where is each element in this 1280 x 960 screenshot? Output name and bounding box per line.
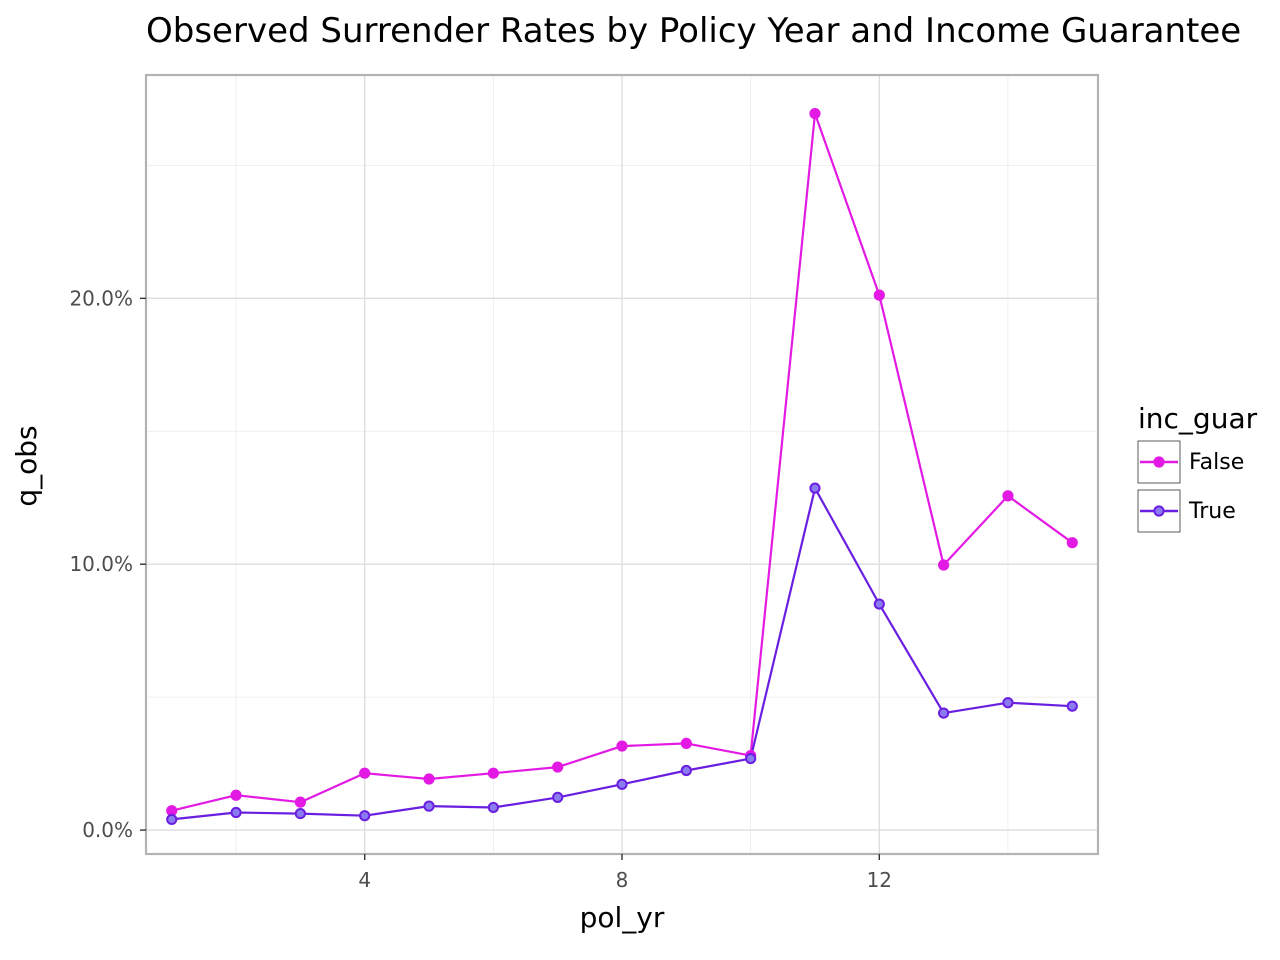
point-true-8: [616, 778, 628, 790]
point-true-10: [745, 752, 757, 765]
point-true-1: [166, 813, 178, 826]
legend-point-true: [1153, 505, 1165, 517]
point-true-6: [487, 801, 499, 814]
point-false-12: [873, 289, 885, 301]
point-true-5: [423, 800, 435, 812]
point-false-5: [423, 773, 435, 785]
point-false-15: [1066, 537, 1078, 549]
point-true-3: [294, 807, 306, 820]
x-tick-label-1: 8: [616, 868, 629, 892]
x-tick-label-2: 12: [867, 868, 892, 892]
x-axis: 4 8 12: [358, 854, 892, 892]
point-false-2: [230, 789, 242, 801]
legend-label-false: False: [1189, 450, 1244, 475]
point-false-13: [938, 559, 950, 571]
point-true-14: [1002, 697, 1014, 709]
chart-title: Observed Surrender Rates by Policy Year …: [146, 11, 1241, 51]
point-true-11: [809, 482, 821, 494]
series-layer: [166, 107, 1078, 826]
panel: [144, 73, 1100, 856]
point-false-8: [616, 740, 628, 752]
y-tick-label-1: 10.0%: [69, 552, 133, 576]
y-axis-title: q_obs: [10, 425, 43, 506]
x-axis-title: pol_yr: [580, 901, 665, 934]
point-false-11: [809, 107, 821, 120]
point-false-9: [680, 737, 692, 749]
legend-point-false: [1153, 456, 1165, 468]
point-true-9: [680, 764, 692, 777]
point-true-15: [1066, 700, 1078, 712]
point-false-3: [294, 796, 306, 808]
point-true-2: [230, 806, 242, 819]
x-tick-label-0: 4: [358, 868, 371, 892]
point-false-7: [552, 761, 564, 773]
point-false-4: [359, 767, 371, 779]
point-false-6: [487, 767, 499, 779]
y-tick-label-2: 20.0%: [69, 286, 133, 310]
legend-title: inc_guar: [1138, 402, 1258, 435]
point-true-7: [552, 791, 564, 803]
y-tick-label-0: 0.0%: [82, 818, 133, 842]
point-true-13: [938, 707, 950, 719]
legend: inc_guar False True: [1137, 402, 1258, 533]
point-false-14: [1002, 490, 1014, 502]
legend-label-true: True: [1188, 499, 1236, 524]
legend-items: False True: [1137, 440, 1244, 533]
point-true-12: [873, 598, 885, 610]
point-true-4: [359, 810, 371, 822]
y-axis: 0.0% 10.0% 20.0%: [69, 286, 146, 842]
